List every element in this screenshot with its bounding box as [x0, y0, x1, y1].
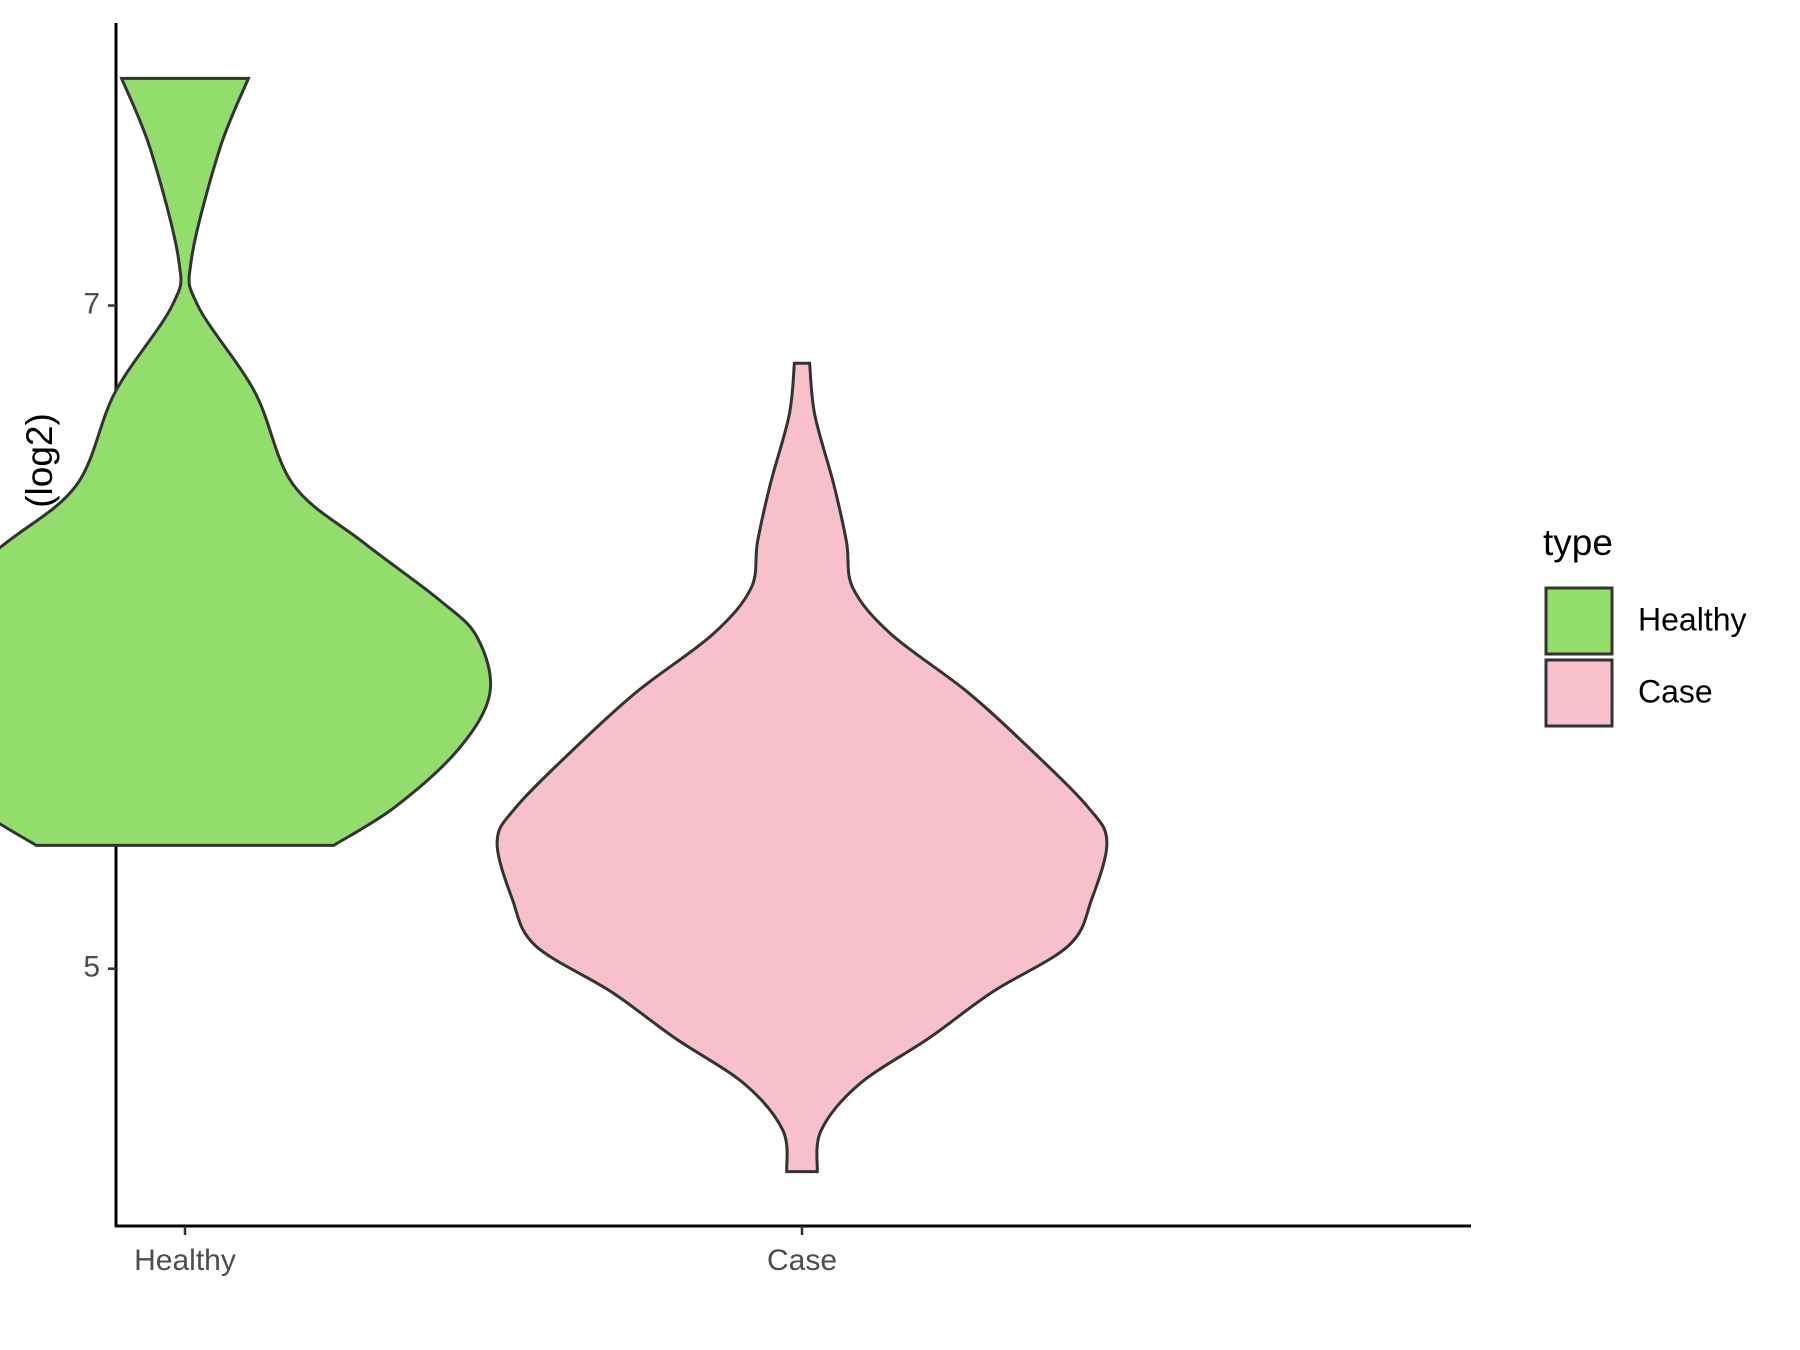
legend-label: Healthy — [1638, 601, 1747, 637]
y-tick-label: 5 — [83, 951, 100, 984]
legend-title: type — [1543, 522, 1613, 563]
legend-key — [1544, 586, 1614, 656]
violin — [0, 76, 493, 847]
x-tick-label: Case — [767, 1244, 837, 1277]
violin — [495, 361, 1109, 1174]
legend-key — [1544, 658, 1614, 728]
y-tick-label: 7 — [83, 287, 100, 320]
x-tick-label: Healthy — [134, 1244, 236, 1277]
legend-label: Case — [1638, 673, 1713, 709]
